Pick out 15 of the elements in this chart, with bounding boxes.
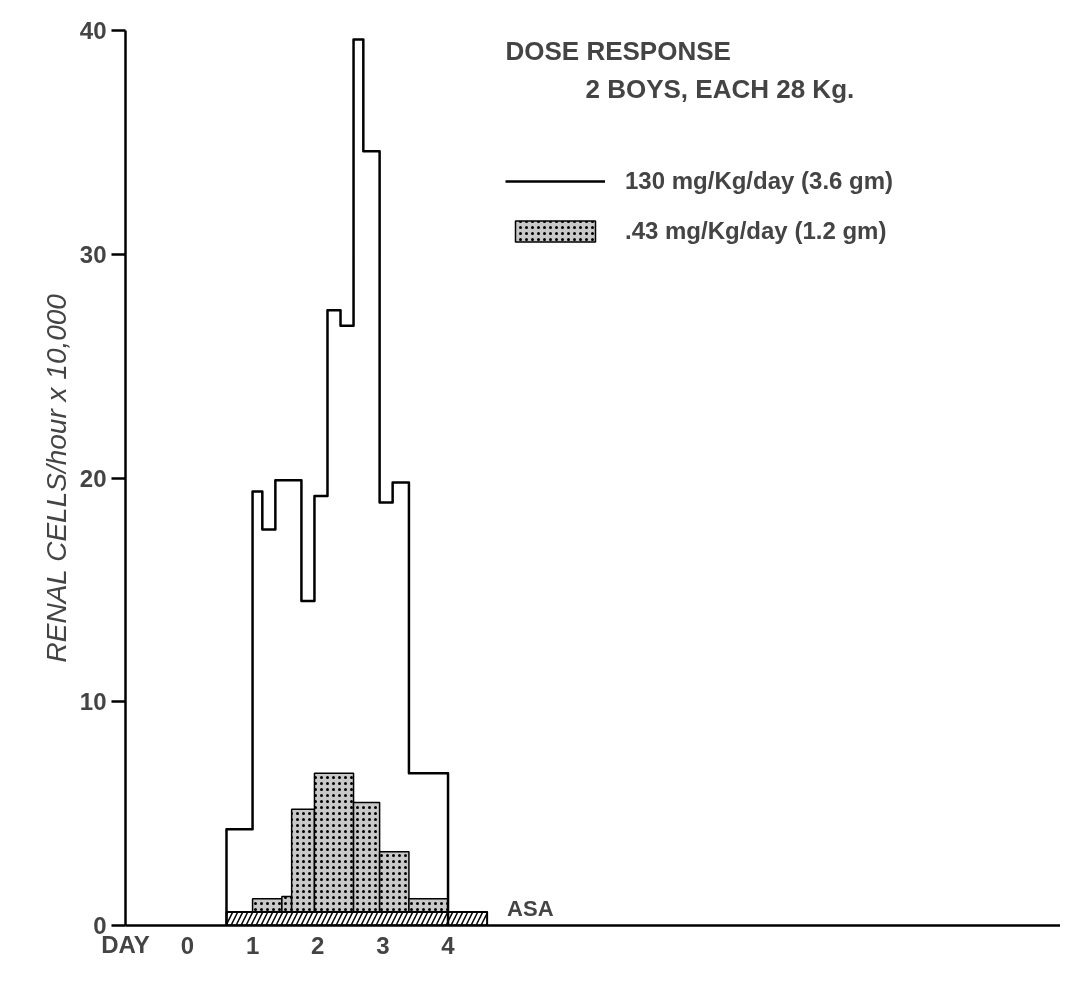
legend-label: .43 mg/Kg/day (1.2 gm) [625,217,887,245]
x-tick-label: 1 [245,931,260,959]
y-tick-label: 20 [79,464,107,492]
series-label: ASA [507,895,554,921]
y-tick-label: 40 [79,17,107,44]
text: 2 BOYS, EACH 28 Kg. [585,73,855,104]
y-axis-title: RENAL CELLS/hour x 10,000 [40,293,72,663]
x-tick-label: 2 [311,931,325,959]
y-tick-label: 10 [79,688,107,716]
x-tick-label: 3 [376,931,390,959]
legend-label: 130 mg/Kg/day (3.6 gm) [625,167,894,195]
y-tick-label: 30 [79,240,107,268]
x-tick-label: 0 [180,931,195,959]
chart-title: DOSE RESPONSE [505,35,731,66]
x-tick-label: 4 [441,931,456,959]
